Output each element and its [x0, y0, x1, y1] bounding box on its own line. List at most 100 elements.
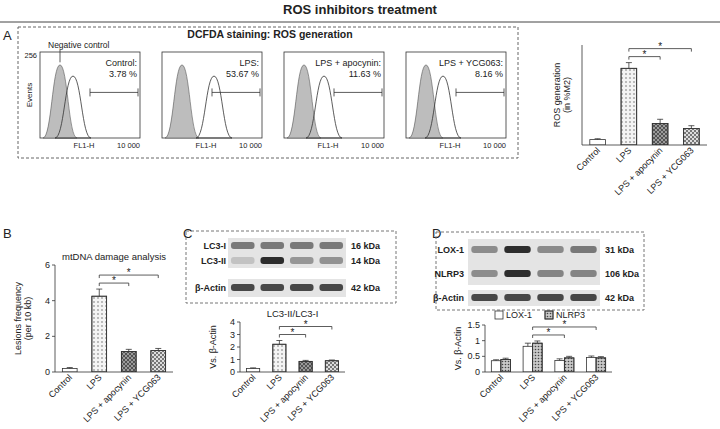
sample-curve — [55, 76, 91, 138]
sample-curve — [196, 76, 232, 138]
x-tick-label: LPS — [614, 145, 633, 164]
plot-area — [247, 341, 339, 373]
error-bar — [588, 356, 594, 358]
blot-size-label: 16 kDa — [351, 241, 381, 251]
error-bar — [493, 359, 499, 361]
bar — [92, 296, 107, 372]
x-tick-label: Control — [574, 145, 602, 173]
x-tick-label: LPS + YCG063 — [286, 372, 337, 423]
legend-label: LOX-1 — [506, 310, 532, 320]
blot-band — [504, 270, 530, 277]
error-bar — [96, 289, 102, 296]
error-bar — [503, 358, 509, 359]
y-axis-label: Vs. β-Actin — [208, 325, 218, 369]
blot-band — [319, 242, 343, 249]
legend-swatch — [545, 311, 553, 319]
bar — [299, 361, 312, 372]
gate-marker — [212, 88, 260, 96]
y-axis — [582, 45, 583, 145]
bar — [121, 351, 136, 372]
plot-area — [62, 289, 165, 372]
y-tick-label: 0.5 — [467, 351, 480, 361]
error-bar — [626, 63, 632, 69]
y-axis — [55, 265, 56, 372]
bar — [491, 361, 501, 372]
x-tick-label: LPS + YCG063 — [550, 372, 601, 423]
bar — [684, 129, 700, 145]
x-tick-label: Control — [230, 372, 258, 400]
bar — [555, 360, 565, 372]
blot-row-label: β-Actin — [195, 283, 226, 293]
y-tick — [482, 356, 485, 357]
y-tick-label: 1 — [230, 355, 235, 365]
y-tick — [52, 336, 55, 337]
bar — [523, 346, 533, 372]
blot-row-label: LC3-I — [204, 241, 227, 251]
significance-label: * — [658, 41, 662, 52]
condition-label: LPS + YCG063: — [439, 58, 503, 68]
blot-size-label: 14 kDa — [351, 256, 381, 266]
y-axis-label: (in %M2) — [562, 77, 572, 113]
bar-pattern — [151, 351, 166, 372]
negative-control-curve — [43, 65, 77, 138]
chart-title: LC3-II/LC3-I — [267, 308, 319, 319]
y-axis-label: ROS generation — [552, 63, 562, 128]
legend-swatch — [495, 311, 503, 319]
x-tick-label: LPS — [265, 372, 284, 391]
y-tick-label: 0 — [475, 367, 480, 377]
significance-label: * — [643, 49, 647, 60]
negative-control-curve — [165, 65, 199, 138]
histogram-frame — [40, 52, 140, 138]
significance-label: * — [112, 275, 116, 286]
bar-pattern — [533, 343, 543, 372]
error-bar — [329, 360, 335, 362]
blot-band — [260, 284, 284, 291]
x-tick-label: Control — [478, 372, 506, 400]
y-tick-label: 3 — [230, 330, 235, 340]
blot-size-label: 42 kDa — [605, 293, 635, 303]
blot-strip — [228, 279, 346, 297]
x-tick-label: LPS — [518, 372, 537, 391]
blot-band — [471, 294, 497, 301]
blot-band — [570, 294, 596, 301]
error-bar — [688, 126, 694, 129]
negative-control-curve — [409, 65, 443, 138]
y-tick-label: 1.5 — [467, 320, 480, 330]
blot-band — [231, 242, 255, 249]
histogram-frame — [406, 52, 506, 138]
blot-row-label: β-Actin — [433, 293, 464, 303]
panel-label: D — [432, 226, 441, 241]
y-tick — [482, 325, 485, 326]
y-tick — [52, 372, 55, 373]
bar — [151, 351, 166, 372]
chart-title: mtDNA damage analysis — [62, 251, 166, 262]
plot-area — [590, 63, 699, 145]
blot-band — [290, 242, 314, 249]
bar-pattern — [621, 68, 637, 145]
y-tick — [482, 372, 485, 373]
y-tick-label: 4 — [45, 296, 50, 306]
x-tick-label: LPS — [85, 372, 104, 391]
blot-band — [231, 284, 255, 291]
y-tick — [482, 340, 485, 341]
error-bar — [657, 119, 663, 123]
y-tick-label: 6 — [45, 260, 50, 270]
panel-label: B — [3, 226, 12, 241]
significance-label: * — [291, 327, 295, 338]
blot-band — [471, 270, 497, 277]
y-axis-label: Events — [25, 83, 34, 107]
x-axis-label: FL1-H — [74, 141, 95, 150]
bar-pattern — [92, 296, 107, 372]
blot-row-label: LOX-1 — [437, 245, 464, 255]
bar-pattern — [596, 358, 606, 372]
panel-frame — [18, 27, 518, 158]
blot-band — [570, 270, 596, 277]
y-tick-label: 4 — [230, 317, 235, 327]
blot-size-label: 106 kDa — [605, 269, 640, 279]
bar — [501, 359, 511, 372]
condition-label: LPS + apocynin: — [315, 58, 381, 68]
blot-band — [260, 242, 284, 249]
blot-row-label: NLRP3 — [434, 269, 464, 279]
y-axis-label: Vs. β-Actin — [453, 327, 463, 371]
error-bar — [598, 357, 604, 358]
